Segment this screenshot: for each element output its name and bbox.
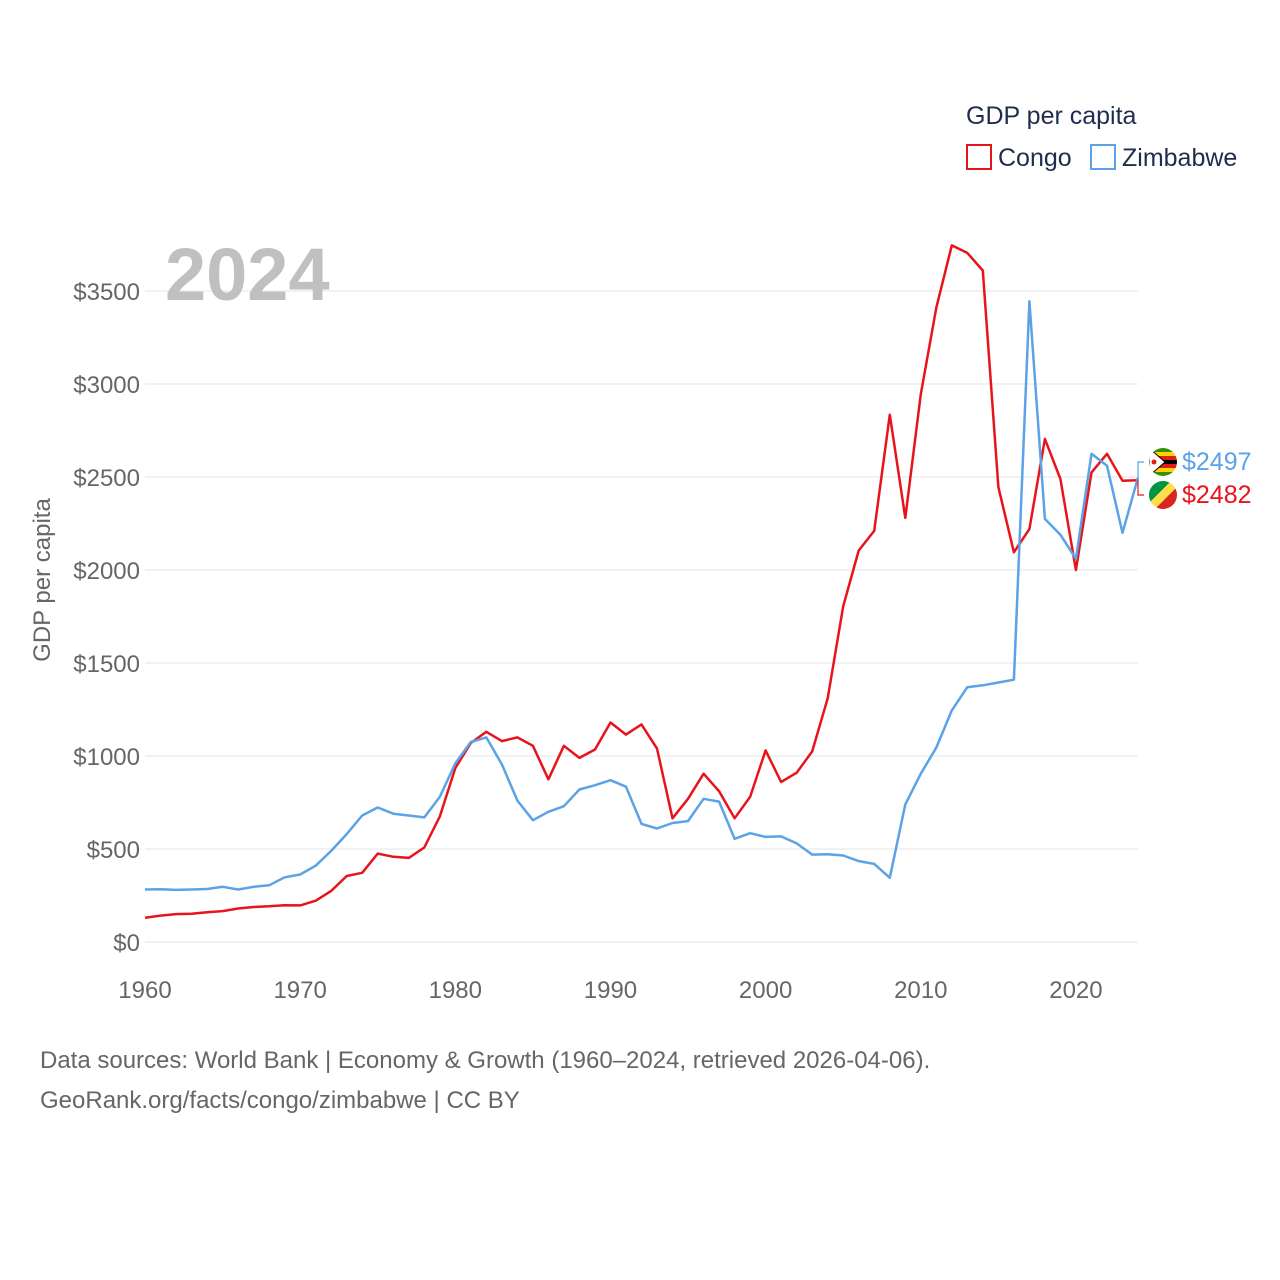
y-tick-label: $1500	[73, 651, 140, 678]
legend-swatch-zimbabwe	[1090, 144, 1116, 170]
y-tick-label: $3000	[73, 372, 140, 399]
y-tick-label: $500	[87, 837, 140, 864]
y-axis-ticks: $0 $500 $1000 $1500 $2000 $2500 $3000 $3500	[73, 279, 140, 957]
series-lines	[144, 244, 1140, 920]
zimbabwe-connector	[1137, 461, 1144, 480]
legend-label-congo: Congo	[998, 144, 1072, 172]
source-line-2[interactable]: GeoRank.org/facts/congo/zimbabwe | CC BY	[40, 1087, 520, 1114]
congo-connector	[1137, 480, 1144, 496]
y-tick-label: $2500	[73, 465, 140, 492]
legend-swatch-congo	[966, 144, 992, 170]
legend-label-zimbabwe: Zimbabwe	[1122, 144, 1237, 172]
legend-title: GDP per capita	[966, 102, 1137, 130]
x-tick-label: 2000	[739, 977, 792, 1004]
x-tick-label: 1970	[273, 977, 326, 1004]
end-labels: $2497 $2482	[1137, 448, 1252, 509]
y-tick-label: $3500	[73, 279, 140, 306]
series-line-zimbabwe[interactable]	[144, 299, 1140, 892]
x-tick-label: 1990	[584, 977, 637, 1004]
legend-item-congo[interactable]: Congo	[966, 144, 1072, 172]
x-tick-label: 2020	[1049, 977, 1102, 1004]
series-line-congo[interactable]	[144, 244, 1139, 920]
end-value-congo: $2482	[1182, 481, 1252, 509]
y-tick-label: $1000	[73, 744, 140, 771]
source-line-1: Data sources: World Bank | Economy & Gro…	[40, 1047, 930, 1074]
x-tick-label: 2010	[894, 977, 947, 1004]
x-axis-ticks: 1960 1970 1980 1990 2000 2010 2020	[118, 977, 1102, 1004]
legend-item-zimbabwe[interactable]: Zimbabwe	[1090, 144, 1237, 172]
gridlines	[145, 290, 1138, 943]
y-tick-label: $0	[113, 930, 140, 957]
congo-flag-icon	[1149, 481, 1177, 509]
x-tick-label: 1960	[118, 977, 171, 1004]
y-tick-label: $2000	[73, 558, 140, 585]
zimbabwe-flag-icon	[1149, 448, 1177, 476]
current-year-label: 2024	[165, 233, 330, 316]
x-tick-label: 1980	[429, 977, 482, 1004]
y-axis-title: GDP per capita	[29, 498, 56, 662]
end-value-zimbabwe: $2497	[1182, 448, 1252, 476]
